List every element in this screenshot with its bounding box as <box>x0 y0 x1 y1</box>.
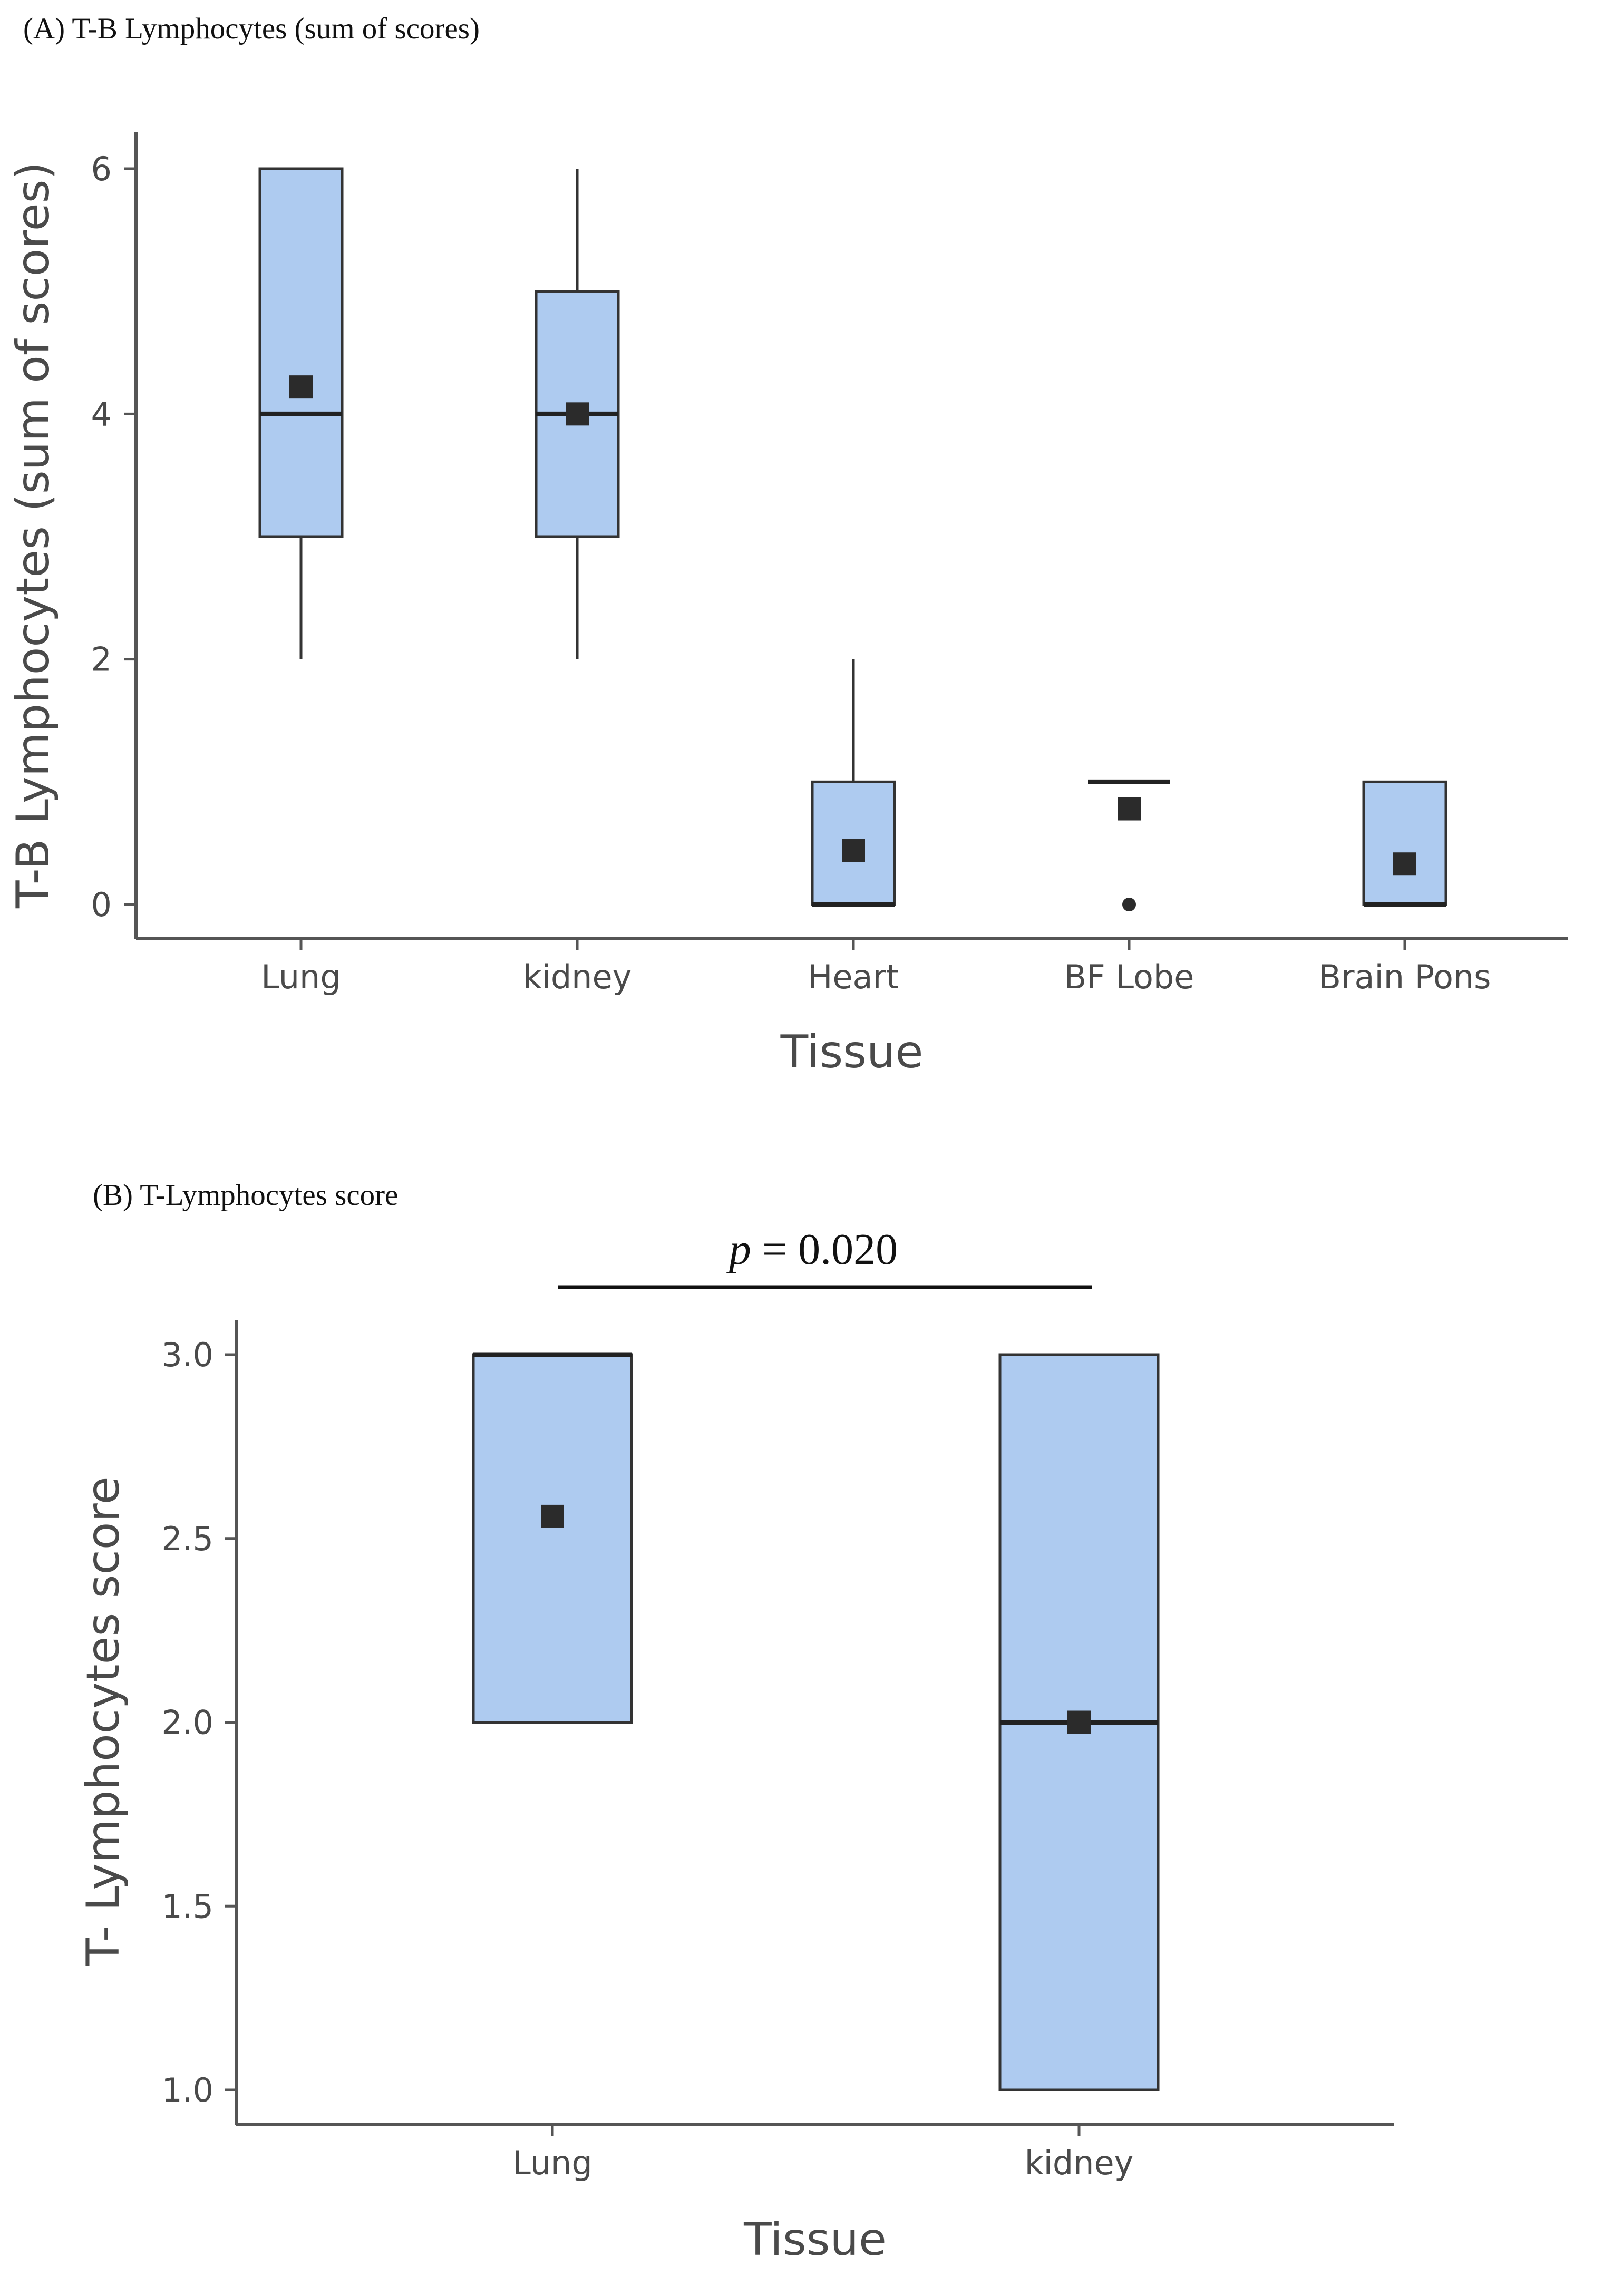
x-axis-title: Tissue <box>743 2213 887 2266</box>
p-symbol: p <box>726 1225 751 1274</box>
x-tick-label: Lung <box>261 958 341 996</box>
x-axis-title: Tissue <box>780 1026 924 1078</box>
y-axis-title: T-B Lymphocytes (sum of scores) <box>7 162 60 909</box>
mean-marker-kidney <box>566 402 589 426</box>
outlier-point-bf-lobe <box>1122 898 1136 911</box>
p-value-label: p = 0.020 <box>726 1225 898 1274</box>
y-tick-label: 2.0 <box>161 1704 213 1742</box>
y-tick-label: 6 <box>91 150 112 188</box>
box-lung <box>472 1353 633 1724</box>
y-axis-title: T- Lymphocytes score <box>77 1476 130 1966</box>
y-tick-label: 4 <box>91 395 112 433</box>
box-lung <box>258 167 344 538</box>
y-tick-label: 0 <box>91 886 112 924</box>
mean-marker-lung <box>289 375 313 399</box>
panel-a-title: (A) T-B Lymphocytes (sum of scores) <box>23 12 480 45</box>
x-tick-label: Heart <box>808 958 899 996</box>
mean-marker-heart <box>842 839 865 862</box>
mean-marker-kidney <box>1067 1710 1091 1734</box>
mean-marker-bf-lobe <box>1118 797 1141 821</box>
x-tick-label: BF Lobe <box>1064 958 1194 996</box>
x-tick-label: Brain Pons <box>1319 958 1491 996</box>
panel-b-chart: 1.0 1.5 2.0 2.5 3.0 Lung kidney Tissue T- Lympho… <box>77 1225 1394 2266</box>
p-value: = 0.020 <box>751 1225 898 1274</box>
y-tick-label: 1.0 <box>161 2071 213 2109</box>
panel-a-chart: 0 2 4 6 Lung kidney Heart BF Lobe Brain Pons Tiss… <box>7 132 1568 1078</box>
mean-marker-brain-pons <box>1393 852 1416 876</box>
x-tick-label: Lung <box>512 2144 592 2182</box>
box-brain-pons <box>1362 780 1447 906</box>
mean-marker-lung <box>541 1504 564 1528</box>
y-tick-label: 3.0 <box>161 1336 213 1374</box>
y-tick-label: 2 <box>91 640 112 679</box>
panel-b-title: (B) T-Lymphocytes score <box>93 1179 399 1212</box>
x-tick-label: kidney <box>523 958 632 996</box>
y-tick-label: 1.5 <box>161 1887 213 1925</box>
x-tick-label: kidney <box>1025 2144 1134 2182</box>
y-tick-label: 2.5 <box>161 1520 213 1558</box>
